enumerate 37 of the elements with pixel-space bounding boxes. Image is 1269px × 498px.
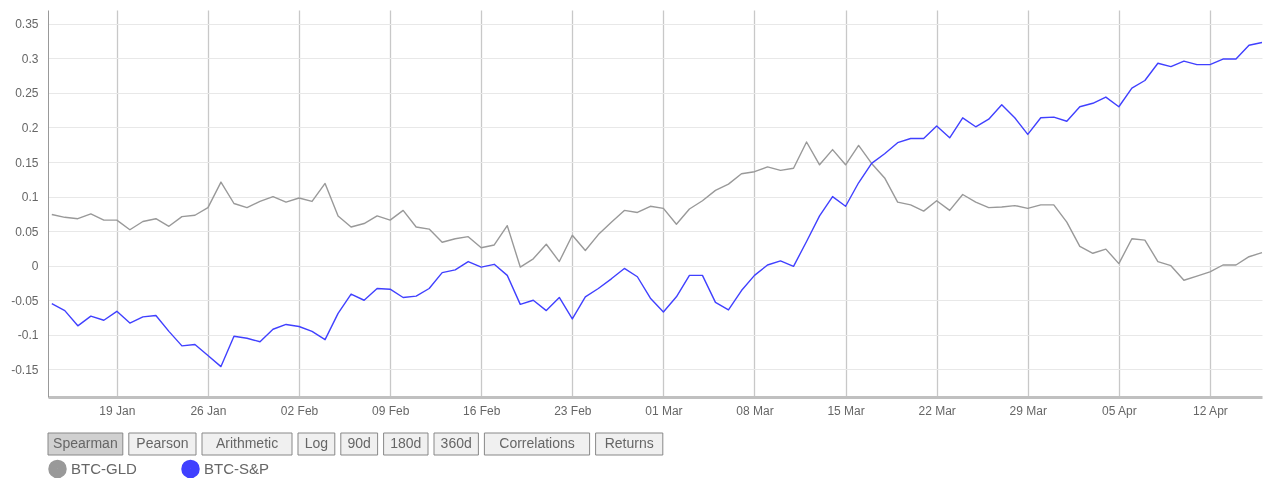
- y-tick-label: 0.35: [15, 17, 39, 32]
- y-tick-label: 0.15: [15, 155, 39, 170]
- x-tick-label: 29 Mar: [1009, 403, 1047, 418]
- y-tick-label: -0.1: [17, 328, 39, 343]
- x-tick-label: 12 Apr: [1193, 403, 1228, 418]
- x-tick-label: 05 Apr: [1102, 403, 1137, 418]
- y-tick-label: 0: [31, 259, 39, 274]
- x-tick-label: 15 Mar: [827, 403, 865, 418]
- y-tick-label: 0.25: [15, 86, 39, 101]
- y-tick-label: 0.05: [15, 224, 39, 239]
- x-tick-label: 23 Feb: [554, 403, 592, 418]
- text: Correlations: [499, 435, 575, 451]
- text: 180d: [390, 435, 422, 451]
- text: Spearman: [53, 435, 118, 451]
- text: 90d: [347, 435, 371, 451]
- x-tick-label: 22 Mar: [918, 403, 956, 418]
- y-tick-label: -0.05: [11, 293, 39, 308]
- text: Returns: [604, 435, 654, 451]
- line-series: [51, 141, 1263, 281]
- y-tick-label: 0.3: [21, 51, 39, 66]
- x-tick-label: 09 Feb: [371, 403, 410, 418]
- x-tick-label: 16 Feb: [463, 403, 501, 418]
- x-tick-label: 02 Feb: [280, 403, 319, 418]
- line-series: [51, 41, 1263, 368]
- text: Pearson: [136, 435, 189, 451]
- y-tick-label: -0.15: [11, 362, 39, 377]
- x-tick-label: 19 Jan: [99, 403, 136, 418]
- x-tick-label: 01 Mar: [645, 403, 683, 418]
- x-tick-label: 08 Mar: [736, 403, 774, 418]
- y-tick-label: 0.1: [21, 190, 39, 205]
- text: Log: [304, 435, 329, 451]
- text: Arithmetic: [215, 435, 279, 451]
- legend-label: BTC-GLD: [71, 459, 137, 477]
- text: 360d: [440, 435, 472, 451]
- legend-label: BTC-S&P: [204, 459, 270, 477]
- y-tick-label: 0.2: [21, 120, 39, 135]
- x-tick-label: 26 Jan: [190, 403, 227, 418]
